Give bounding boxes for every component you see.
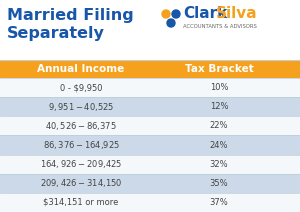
Text: 32%: 32% (210, 160, 228, 169)
Text: $86,376 - $164,925: $86,376 - $164,925 (43, 139, 119, 151)
Circle shape (167, 19, 175, 27)
Circle shape (172, 10, 180, 18)
Text: Married Filing: Married Filing (7, 8, 134, 23)
Text: 12%: 12% (210, 102, 228, 111)
Bar (0, 174, 300, 193)
Text: Tax Bracket: Tax Bracket (184, 64, 254, 74)
Text: 35%: 35% (210, 179, 228, 188)
Text: Separately: Separately (7, 26, 105, 41)
Bar (0, 135, 300, 155)
Text: 0 - $9,950: 0 - $9,950 (60, 83, 102, 92)
Text: Silva: Silva (216, 7, 258, 21)
Bar (0, 116, 300, 135)
Text: 10%: 10% (210, 83, 228, 92)
Text: 37%: 37% (210, 198, 228, 207)
Text: Annual Income: Annual Income (38, 64, 124, 74)
Bar (0, 60, 300, 78)
Text: $314,151 or more: $314,151 or more (43, 198, 119, 207)
Text: $9,951 - $40,525: $9,951 - $40,525 (48, 101, 114, 113)
Text: $164,926 - $209,425: $164,926 - $209,425 (40, 158, 122, 170)
Bar (0, 78, 300, 97)
Bar (0, 97, 300, 116)
Text: $209,426 - $314,150: $209,426 - $314,150 (40, 177, 122, 189)
Text: Clark: Clark (183, 7, 227, 21)
Text: $40,526 - $86,375: $40,526 - $86,375 (45, 120, 117, 132)
Text: ACCOUNTANTS & ADVISORS: ACCOUNTANTS & ADVISORS (183, 24, 257, 28)
Text: 22%: 22% (210, 121, 228, 130)
Bar (0, 193, 300, 212)
Bar (0, 155, 300, 174)
Text: 24%: 24% (210, 141, 228, 149)
Circle shape (162, 10, 170, 18)
